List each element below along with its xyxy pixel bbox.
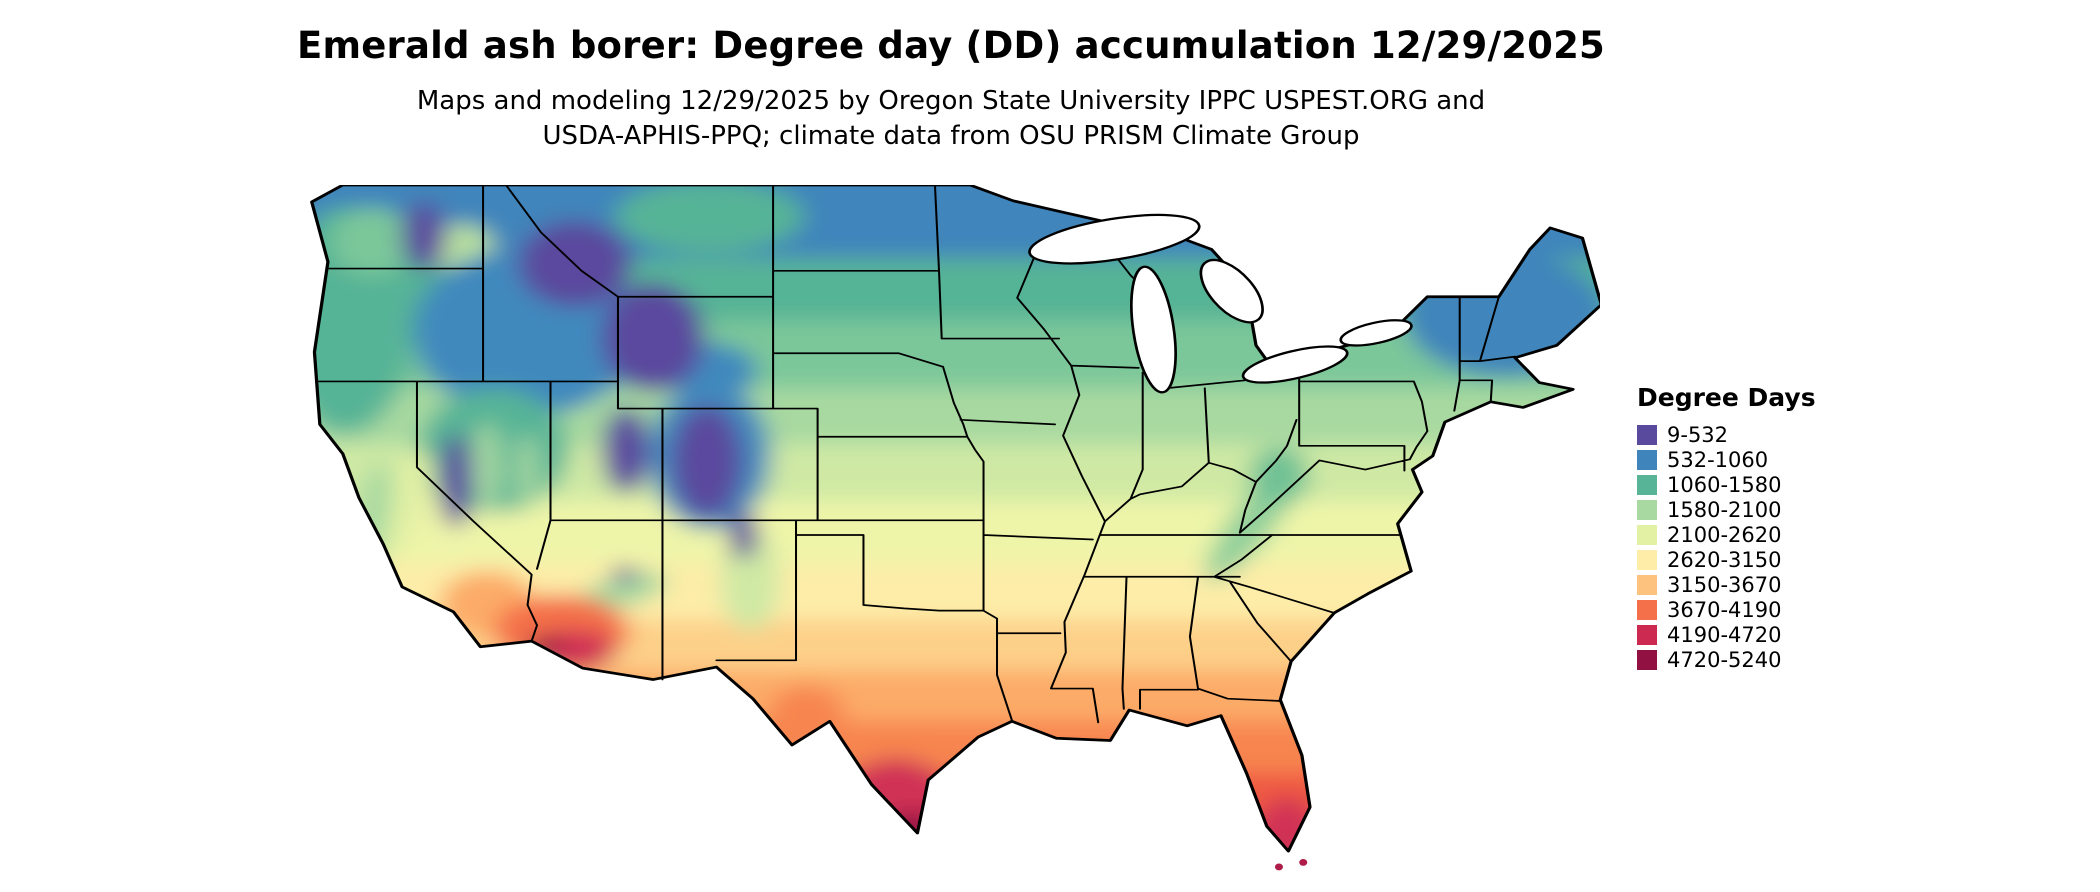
great-lakes [1028,213,1413,394]
legend-swatch [1637,474,1657,495]
legend-entry-label: 532-1060 [1667,447,1769,472]
legend-entry: 532-1060 [1637,447,1816,472]
legend-entry-label: 3670-4190 [1667,597,1782,622]
legend-entry: 4720-5240 [1637,647,1816,672]
us-degree-day-map [310,185,1600,871]
legend-swatch [1637,574,1657,595]
page-subtitle: Maps and modeling 12/29/2025 by Oregon S… [0,84,1902,154]
lake-michigan [1130,265,1177,394]
legend-swatch [1637,424,1657,445]
legend-entry: 1060-1580 [1637,472,1816,497]
legend-entry: 2620-3150 [1637,547,1816,572]
legend-entry: 4190-4720 [1637,622,1816,647]
legend-entry: 3150-3670 [1637,572,1816,597]
subtitle-line-2: USDA-APHIS-PPQ; climate data from OSU PR… [542,121,1360,151]
legend-entry: 1580-2100 [1637,497,1816,522]
legend-swatch [1637,499,1657,520]
legend-entry-label: 2620-3150 [1667,547,1782,572]
lake-ontario [1339,319,1413,347]
legend: Degree Days 9-532 532-1060 1060-1580 1580-2… [1637,383,1816,672]
legend-entry: 3670-4190 [1637,597,1816,622]
legend-entry: 2100-2620 [1637,522,1816,547]
legend-entry: 9-532 [1637,422,1816,447]
legend-swatch [1637,524,1657,545]
legend-entry-label: 1580-2100 [1667,497,1782,522]
legend-swatch [1637,599,1657,620]
lake-superior [1028,213,1201,265]
legend-title: Degree Days [1637,383,1816,412]
legend-swatch [1637,624,1657,645]
legend-entry-label: 4190-4720 [1667,622,1782,647]
legend-entries: 9-532 532-1060 1060-1580 1580-2100 2100-2620… [1637,422,1816,672]
florida-keys [1274,863,1283,871]
legend-swatch [1637,649,1657,670]
legend-entry-label: 3150-3670 [1667,572,1782,597]
legend-entry-label: 9-532 [1667,422,1729,447]
lake-erie [1241,345,1349,384]
page-title: Emerald ash borer: Degree day (DD) accum… [297,24,1605,67]
lake-huron [1199,258,1264,324]
subtitle-line-1: Maps and modeling 12/29/2025 by Oregon S… [416,86,1486,116]
florida-keys [1299,859,1308,866]
state-borders [317,185,1517,724]
legend-entry-label: 2100-2620 [1667,522,1782,547]
legend-entry-label: 1060-1580 [1667,472,1782,497]
legend-swatch [1637,449,1657,470]
legend-swatch [1637,549,1657,570]
legend-entry-label: 4720-5240 [1667,647,1782,672]
degree-day-raster [311,185,1600,852]
